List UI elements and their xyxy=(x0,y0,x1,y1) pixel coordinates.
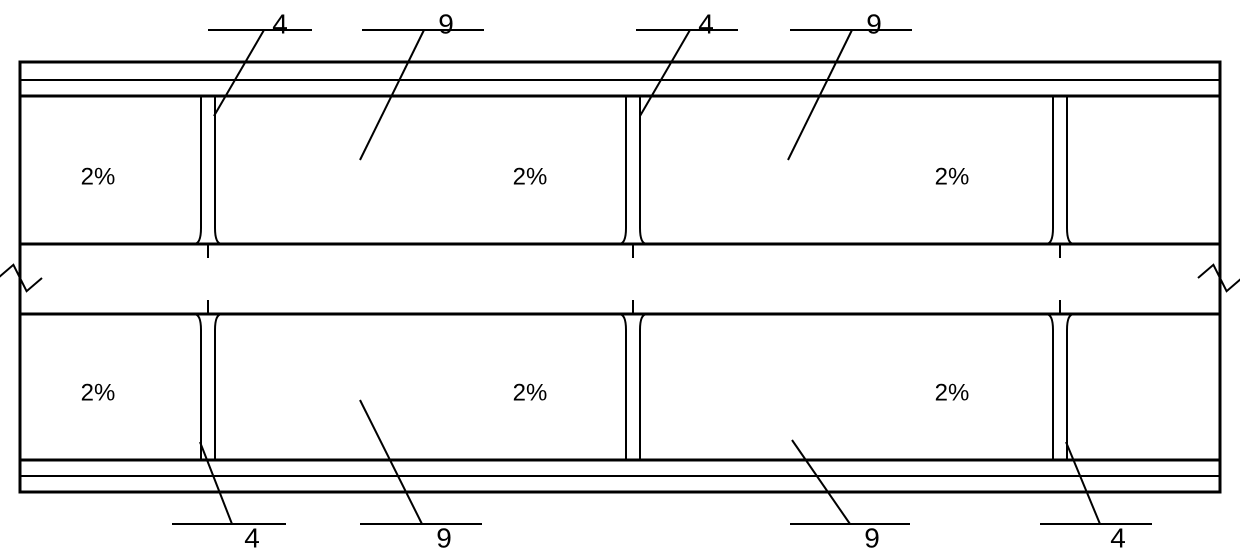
callout-4-4: 4 xyxy=(172,442,286,551)
percent-label-1: 2% xyxy=(513,163,548,190)
joint-bottom-1 xyxy=(619,300,647,460)
percent-label-0: 2% xyxy=(81,163,116,190)
engineering-figure: 2% 2% 2% 2% 2% 2% 4 9 4 9 4 9 9 4 xyxy=(0,0,1240,551)
joint-bottom-2 xyxy=(1046,300,1074,460)
callout-9-6: 9 xyxy=(790,440,910,551)
callout-label: 9 xyxy=(436,522,452,551)
percent-label-4: 2% xyxy=(513,379,548,406)
joint-top-1 xyxy=(619,96,647,258)
callout-9-3: 9 xyxy=(788,8,912,160)
percent-label-2: 2% xyxy=(935,163,970,190)
joint-top-2 xyxy=(1046,96,1074,258)
callout-label: 9 xyxy=(866,8,882,39)
callout-label: 9 xyxy=(438,8,454,39)
joint-bottom-0 xyxy=(194,300,222,460)
callout-4-7: 4 xyxy=(1040,442,1152,551)
percent-label-5: 2% xyxy=(935,379,970,406)
callout-label: 4 xyxy=(698,8,714,39)
callout-label: 9 xyxy=(864,522,880,551)
callout-label: 4 xyxy=(272,8,288,39)
callout-9-1: 9 xyxy=(360,8,484,160)
joint-top-0 xyxy=(194,96,222,258)
callout-label: 4 xyxy=(244,522,260,551)
percent-label-3: 2% xyxy=(81,379,116,406)
callout-label: 4 xyxy=(1110,522,1126,551)
